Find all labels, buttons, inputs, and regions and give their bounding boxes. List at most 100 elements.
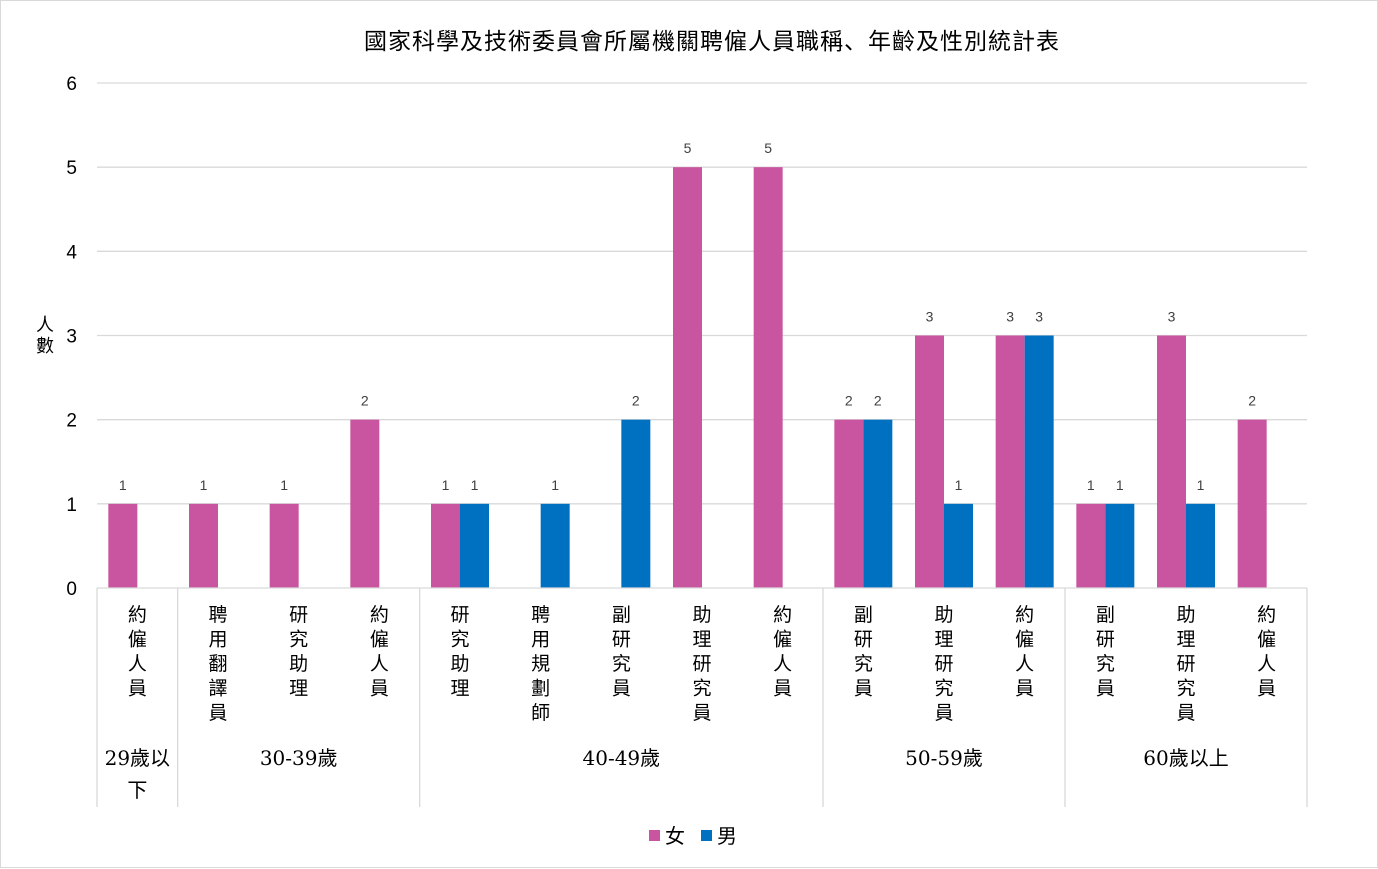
x-category-label-char: 僱 <box>773 629 792 651</box>
data-label: 1 <box>1116 477 1124 493</box>
x-category-label-char: 究 <box>1096 653 1115 675</box>
x-category-label-char: 助 <box>450 653 469 675</box>
x-category-label-char: 員 <box>128 678 147 700</box>
bar-female <box>1157 335 1186 588</box>
x-category-label-char: 譯 <box>208 678 227 700</box>
x-category-label-char: 究 <box>612 653 631 675</box>
legend-swatch <box>701 830 712 841</box>
x-category-label-char: 研 <box>1176 653 1195 675</box>
bar-male <box>621 419 651 588</box>
x-category-label-char: 究 <box>934 678 953 700</box>
data-label: 1 <box>200 477 208 493</box>
bar-male <box>1186 503 1215 588</box>
x-category-label-char: 員 <box>1096 678 1115 700</box>
x-category-label-char: 研 <box>934 653 953 675</box>
x-category-label-char: 員 <box>773 678 792 700</box>
x-category-label-char: 副 <box>854 604 873 626</box>
data-label: 3 <box>1035 309 1043 325</box>
data-label: 1 <box>471 477 479 493</box>
x-category-label-char: 研 <box>692 653 711 675</box>
x-category-label-char: 員 <box>692 702 711 724</box>
x-category-label-char: 用 <box>208 629 227 651</box>
x-category-label-char: 用 <box>531 629 550 651</box>
bar-male <box>944 503 973 588</box>
x-category-label-char: 理 <box>289 678 308 700</box>
x-category-label-char: 助 <box>934 604 953 626</box>
bar-female <box>1076 503 1106 588</box>
bar-female <box>753 167 783 588</box>
x-category-label-char: 助 <box>692 604 711 626</box>
x-group-label: 40-49歲 <box>583 746 661 770</box>
x-category-label-char: 人 <box>370 653 389 675</box>
x-category-label-char: 員 <box>854 678 873 700</box>
x-category-label-char: 約 <box>128 604 147 626</box>
x-category-label-char: 理 <box>1176 629 1195 651</box>
x-group-label: 29歲以 <box>105 746 170 770</box>
y-tick-label: 2 <box>66 411 77 432</box>
x-category-label-char: 員 <box>208 702 227 724</box>
x-category-label-char: 員 <box>1257 678 1276 700</box>
x-category-label-char: 研 <box>854 629 873 651</box>
bar-male <box>1105 503 1135 588</box>
bar-male <box>863 419 893 588</box>
bar-female <box>431 503 460 588</box>
y-tick-label: 6 <box>66 74 77 95</box>
x-category-label-char: 助 <box>1176 604 1195 626</box>
legend-swatch <box>649 830 660 841</box>
x-category-label-char: 人 <box>773 653 792 675</box>
x-category-label-char: 副 <box>612 604 631 626</box>
x-category-label-char: 理 <box>450 678 469 700</box>
x-category-label-char: 研 <box>289 604 308 626</box>
x-category-label-char: 究 <box>450 629 469 651</box>
y-axis-ticks: 0 1 2 3 4 5 6 <box>66 74 77 600</box>
data-label: 3 <box>926 309 934 325</box>
x-category-label-char: 約 <box>370 604 389 626</box>
x-category-label-char: 劃 <box>531 678 550 700</box>
x-category-label-char: 員 <box>1015 678 1034 700</box>
data-label: 5 <box>764 140 772 156</box>
bar-female <box>673 167 702 588</box>
x-category-label-char: 研 <box>612 629 631 651</box>
bar-female <box>915 335 944 588</box>
x-category-label-char: 員 <box>612 678 631 700</box>
x-category-label-char: 員 <box>1176 702 1195 724</box>
data-label: 3 <box>1168 309 1176 325</box>
bar-female <box>269 503 299 588</box>
bars <box>108 167 1267 588</box>
legend-label: 女 <box>665 824 685 848</box>
data-label: 1 <box>955 477 963 493</box>
data-label: 2 <box>845 393 853 409</box>
data-label: 2 <box>1248 393 1256 409</box>
x-category-label-char: 約 <box>1015 604 1034 626</box>
data-label: 2 <box>632 393 640 409</box>
x-category-label-char: 理 <box>692 629 711 651</box>
y-tick-label: 1 <box>66 495 77 516</box>
x-group-label: 下 <box>127 778 147 802</box>
chart-title: 國家科學及技術委員會所屬機關聘僱人員職稱、年齡及性別統計表 <box>364 29 1060 55</box>
y-axis-label-char: 數 <box>36 336 54 357</box>
data-label: 2 <box>361 393 369 409</box>
x-category-label-char: 員 <box>934 702 953 724</box>
x-group-label: 50-59歲 <box>905 746 983 770</box>
bar-male <box>460 503 489 588</box>
legend: 女男 <box>649 824 737 848</box>
x-category-label-char: 翻 <box>208 653 227 675</box>
data-label: 3 <box>1006 309 1014 325</box>
bar-female <box>189 503 218 588</box>
y-tick-label: 4 <box>66 242 77 263</box>
bar-female <box>995 335 1025 588</box>
bar-female <box>350 419 380 588</box>
x-category-label-char: 研 <box>1096 629 1115 651</box>
data-label: 1 <box>1087 477 1095 493</box>
x-category-label-char: 僱 <box>370 629 389 651</box>
x-group-label: 30-39歲 <box>260 746 338 770</box>
bar-female <box>834 419 864 588</box>
x-category-label-char: 究 <box>854 653 873 675</box>
x-category-label-char: 員 <box>370 678 389 700</box>
data-label: 1 <box>1197 477 1205 493</box>
x-category-label-char: 副 <box>1096 604 1115 626</box>
x-category-label-char: 助 <box>289 653 308 675</box>
x-category-label-char: 僱 <box>128 629 147 651</box>
x-category-label-char: 約 <box>1257 604 1276 626</box>
